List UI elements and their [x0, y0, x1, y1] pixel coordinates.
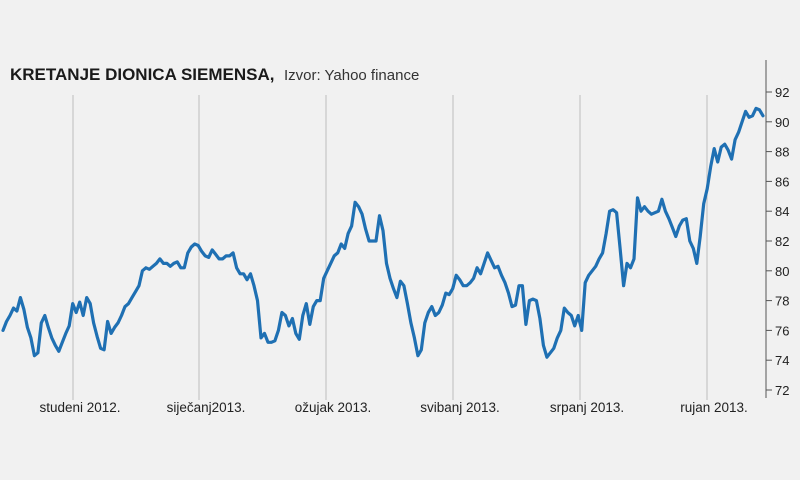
series-line-siemens	[1, 106, 765, 359]
x-tick-label: studeni 2012.	[39, 400, 120, 415]
x-tick-label: svibanj 2013.	[420, 400, 500, 415]
y-tick-label: 88	[775, 145, 789, 160]
x-axis: studeni 2012. siječanj2013. ožujak 2013. sv…	[39, 400, 747, 415]
chart-title-group: KRETANJE DIONICA SIEMENSA, Izvor: Yahoo …	[10, 65, 419, 84]
grid-lines	[72, 95, 708, 400]
y-tick-label: 72	[775, 383, 789, 398]
y-tick-label: 86	[775, 174, 789, 189]
y-tick-label: 90	[775, 115, 789, 130]
y-tick-label: 74	[775, 353, 789, 368]
chart-title: KRETANJE DIONICA SIEMENSA,	[10, 65, 274, 84]
x-tick-label: rujan 2013.	[680, 400, 748, 415]
y-tick-label: 78	[775, 294, 789, 309]
y-tick-label: 80	[775, 264, 789, 279]
x-tick-label: srpanj 2013.	[550, 400, 624, 415]
y-tick-label: 82	[775, 234, 789, 249]
chart-source: Izvor: Yahoo finance	[284, 67, 419, 84]
x-tick-label: ožujak 2013.	[295, 400, 372, 415]
y-tick-label: 76	[775, 323, 789, 338]
x-tick-label: siječanj2013.	[167, 400, 246, 415]
y-tick-label: 84	[775, 204, 789, 219]
y-tick-label: 92	[775, 85, 789, 100]
y-axis: 72 74 76 78 80 82 84 86 88 90 92	[765, 60, 789, 398]
